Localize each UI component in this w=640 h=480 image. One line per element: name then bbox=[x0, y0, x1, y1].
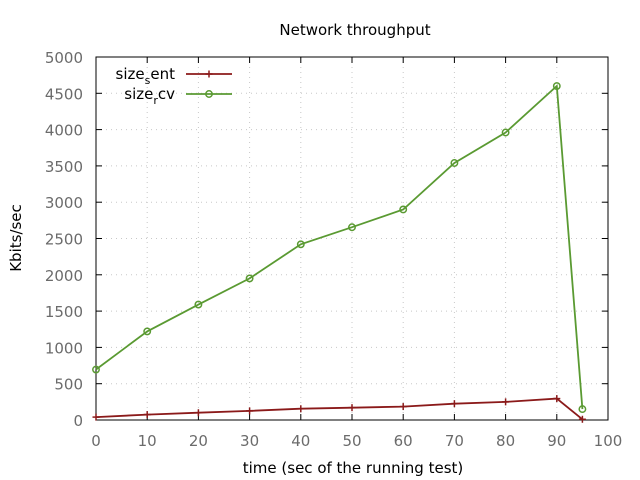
series-0-point bbox=[553, 395, 561, 403]
chart-title: Network throughput bbox=[279, 21, 430, 39]
series-0-point bbox=[246, 407, 254, 415]
x-tick-label: 30 bbox=[240, 432, 259, 450]
series-1-point bbox=[578, 405, 587, 414]
series-1-point bbox=[501, 128, 510, 137]
series-1-point bbox=[296, 240, 305, 249]
y-tick-label: 1000 bbox=[45, 339, 83, 357]
legend-label: sizercv bbox=[124, 85, 175, 107]
x-tick-label: 10 bbox=[138, 432, 157, 450]
y-tick-label: 500 bbox=[54, 376, 83, 394]
x-tick-label: 100 bbox=[594, 432, 623, 450]
y-tick-label: 0 bbox=[73, 412, 83, 430]
grid bbox=[96, 57, 608, 420]
axis-ticks: 0 10 20 30 40 50 60 70 80 90 100050010001500200025… bbox=[45, 49, 623, 450]
series-0-point bbox=[578, 415, 586, 423]
series-layer bbox=[92, 82, 587, 423]
x-tick-label: 0 bbox=[91, 432, 101, 450]
series-0 bbox=[92, 395, 586, 423]
y-tick-label: 3000 bbox=[45, 194, 83, 212]
y-tick-label: 4000 bbox=[45, 122, 83, 140]
legend-entry-1: sizercv bbox=[124, 85, 232, 107]
y-tick-label: 2500 bbox=[45, 231, 83, 249]
series-1-point bbox=[143, 327, 152, 336]
series-0-point bbox=[194, 409, 202, 417]
series-0-point bbox=[297, 405, 305, 413]
series-1-point bbox=[348, 223, 356, 232]
y-tick-label: 5000 bbox=[45, 49, 83, 67]
legend-label: sizesent bbox=[116, 65, 176, 87]
x-tick-label: 70 bbox=[445, 432, 464, 450]
legend-entry-0: sizesent bbox=[116, 65, 232, 87]
x-axis-label: time (sec of the running test) bbox=[243, 459, 464, 477]
x-tick-label: 80 bbox=[496, 432, 515, 450]
series-1-point bbox=[92, 365, 100, 374]
y-tick-label: 4500 bbox=[45, 85, 83, 103]
series-0-point bbox=[143, 411, 151, 419]
y-tick-label: 2000 bbox=[45, 267, 83, 285]
series-0-point bbox=[450, 400, 458, 408]
series-1 bbox=[92, 82, 587, 414]
series-1-line bbox=[95, 84, 584, 410]
series-0-point bbox=[92, 413, 100, 421]
x-tick-label: 20 bbox=[189, 432, 208, 450]
y-tick-label: 1500 bbox=[45, 303, 83, 321]
series-0-point bbox=[348, 404, 356, 412]
x-tick-label: 60 bbox=[394, 432, 413, 450]
series-1-point bbox=[399, 205, 408, 214]
x-tick-label: 50 bbox=[342, 432, 361, 450]
series-0-point bbox=[502, 398, 510, 406]
series-legend-1-point bbox=[205, 90, 213, 98]
y-axis-label: Kbits/sec bbox=[7, 204, 25, 272]
series-legend-0-point bbox=[205, 70, 213, 78]
series-0-line bbox=[95, 397, 583, 420]
series-1-point bbox=[450, 159, 459, 167]
series-1-point bbox=[194, 300, 203, 309]
y-tick-label: 3500 bbox=[45, 158, 83, 176]
series-0-point bbox=[399, 403, 407, 411]
series-1-point bbox=[552, 82, 561, 90]
x-tick-label: 90 bbox=[547, 432, 566, 450]
series-1-point bbox=[245, 274, 254, 283]
x-tick-label: 40 bbox=[291, 432, 310, 450]
